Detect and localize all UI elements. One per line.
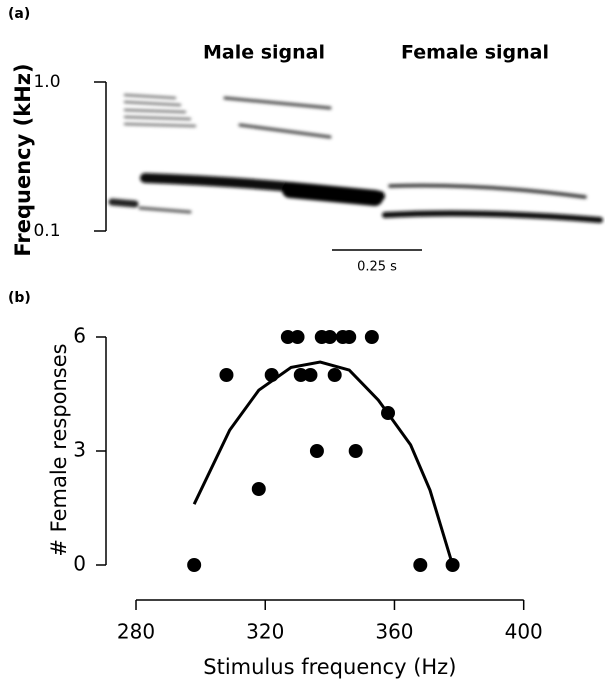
data-point [303, 368, 318, 382]
y-tick-label: 0.1 [33, 221, 60, 241]
data-point [413, 558, 428, 572]
data-point [381, 406, 396, 420]
data-point [290, 330, 305, 344]
y-tick-label: 0 [73, 552, 86, 576]
data-point [348, 444, 363, 458]
x-tick-label: 360 [375, 620, 413, 644]
data-point [309, 444, 324, 458]
annotation: Male signal [203, 42, 325, 64]
scale-bar-label: 0.25 s [357, 260, 397, 275]
data-point [445, 558, 460, 572]
fit-curve [192, 360, 455, 566]
data-point [364, 330, 379, 344]
y-tick-label: 3 [73, 438, 86, 462]
x-tick-label: 400 [505, 620, 543, 644]
data-point [327, 368, 342, 382]
x-tick-label: 320 [246, 620, 284, 644]
y-axis-title: Frequency (kHz) [11, 63, 35, 256]
x-tick-label: 280 [117, 620, 155, 644]
data-point [264, 368, 279, 382]
data-point [251, 482, 266, 496]
y-tick-label: 1.0 [33, 72, 60, 92]
y-tick-label: 6 [73, 324, 86, 348]
panel-label: (b) [8, 290, 31, 306]
data-point [187, 558, 202, 572]
spectrogram-image [108, 93, 603, 223]
annotation: Female signal [401, 42, 549, 64]
data-point [293, 368, 308, 382]
data-point [342, 330, 357, 344]
x-axis-title: Stimulus frequency (Hz) [203, 655, 456, 679]
data-point [219, 368, 234, 382]
y-axis-title: # Female responses [47, 343, 71, 556]
panel-label: (a) [8, 6, 30, 22]
data-point [280, 330, 295, 344]
data-point [322, 330, 337, 344]
